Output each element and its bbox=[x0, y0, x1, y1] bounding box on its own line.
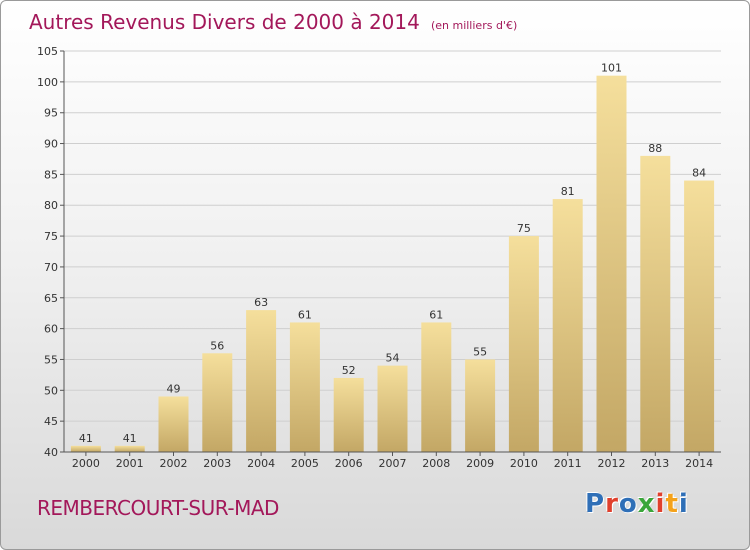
xtick-label-2005: 2005 bbox=[291, 457, 319, 470]
bar-2011 bbox=[552, 199, 583, 452]
xtick-label-2006: 2006 bbox=[335, 457, 363, 470]
ytick-label-65: 65 bbox=[44, 292, 58, 305]
ytick-label-85: 85 bbox=[44, 168, 58, 181]
ytick-label-105: 105 bbox=[37, 45, 58, 58]
data-label-2005: 61 bbox=[298, 308, 312, 321]
xtick-label-2007: 2007 bbox=[379, 457, 407, 470]
bar-2000 bbox=[70, 445, 101, 452]
ytick-label-90: 90 bbox=[44, 138, 58, 151]
data-label-2003: 56 bbox=[210, 339, 224, 352]
logo-letter: i bbox=[655, 489, 666, 519]
logo-letter: r bbox=[605, 489, 619, 519]
axes: 40 45 50 55 60 65 70 75 80 85 90 95 100 105 2000 2001 20… bbox=[37, 45, 721, 470]
ytick-label-50: 50 bbox=[44, 384, 58, 397]
data-label-2013: 88 bbox=[648, 142, 662, 155]
ytick-label-75: 75 bbox=[44, 230, 58, 243]
bar-2004 bbox=[246, 310, 277, 452]
xtick-label-2000: 2000 bbox=[72, 457, 100, 470]
bars bbox=[70, 75, 715, 453]
ytick-label-45: 45 bbox=[44, 415, 58, 428]
xtick-label-2001: 2001 bbox=[116, 457, 144, 470]
data-label-2012: 101 bbox=[601, 62, 622, 75]
bar-2012 bbox=[596, 75, 627, 452]
bar-2010 bbox=[508, 236, 539, 452]
ytick-label-80: 80 bbox=[44, 199, 58, 212]
proxiti-logo: Proxiti bbox=[585, 489, 689, 519]
logo-letter: o bbox=[618, 489, 638, 519]
ytick-label-95: 95 bbox=[44, 107, 58, 120]
commune-name: REMBERCOURT-SUR-MAD bbox=[37, 496, 279, 520]
xtick-label-2011: 2011 bbox=[554, 457, 582, 470]
chart-unit: (en milliers d'€) bbox=[430, 19, 518, 32]
logo-letter: t bbox=[665, 489, 679, 519]
bar-2008 bbox=[421, 322, 452, 452]
ytick-label-40: 40 bbox=[44, 446, 58, 459]
xtick-label-2014: 2014 bbox=[685, 457, 713, 470]
data-labels: 41 41 49 56 63 61 52 54 61 55 75 81 101 88 84 bbox=[79, 62, 706, 445]
ytick-label-100: 100 bbox=[37, 76, 58, 89]
bar-2013 bbox=[640, 155, 671, 452]
data-label-2007: 54 bbox=[386, 352, 400, 365]
xtick-label-2008: 2008 bbox=[422, 457, 450, 470]
logo-letter: i bbox=[678, 489, 689, 519]
ytick-label-55: 55 bbox=[44, 353, 58, 366]
xtick-label-2004: 2004 bbox=[247, 457, 275, 470]
bar-2009 bbox=[465, 359, 496, 452]
logo-letter: x bbox=[637, 489, 656, 519]
bar-2005 bbox=[289, 322, 320, 452]
ytick-label-60: 60 bbox=[44, 323, 58, 336]
data-label-2006: 52 bbox=[342, 364, 356, 377]
data-label-2002: 49 bbox=[167, 382, 181, 395]
bar-2007 bbox=[377, 365, 408, 452]
xtick-label-2009: 2009 bbox=[466, 457, 494, 470]
chart-title: Autres Revenus Divers de 2000 à 2014 bbox=[29, 10, 420, 34]
logo-letter: P bbox=[585, 489, 606, 519]
xtick-label-2002: 2002 bbox=[160, 457, 188, 470]
bar-2001 bbox=[114, 445, 145, 452]
bar-2003 bbox=[202, 353, 233, 452]
data-label-2004: 63 bbox=[254, 296, 268, 309]
data-label-2001: 41 bbox=[123, 432, 137, 445]
chart-title-block: Autres Revenus Divers de 2000 à 2014 (en… bbox=[29, 10, 517, 34]
bar-2002 bbox=[158, 396, 189, 452]
data-label-2008: 61 bbox=[429, 308, 443, 321]
data-label-2000: 41 bbox=[79, 432, 93, 445]
data-label-2011: 81 bbox=[561, 185, 575, 198]
bar-2006 bbox=[333, 377, 364, 452]
data-label-2010: 75 bbox=[517, 222, 531, 235]
xtick-label-2013: 2013 bbox=[641, 457, 669, 470]
xtick-label-2012: 2012 bbox=[598, 457, 626, 470]
bar-2014 bbox=[684, 180, 715, 453]
xtick-label-2003: 2003 bbox=[203, 457, 231, 470]
data-label-2009: 55 bbox=[473, 345, 487, 358]
data-label-2014: 84 bbox=[692, 167, 706, 180]
ytick-label-70: 70 bbox=[44, 261, 58, 274]
xtick-label-2010: 2010 bbox=[510, 457, 538, 470]
